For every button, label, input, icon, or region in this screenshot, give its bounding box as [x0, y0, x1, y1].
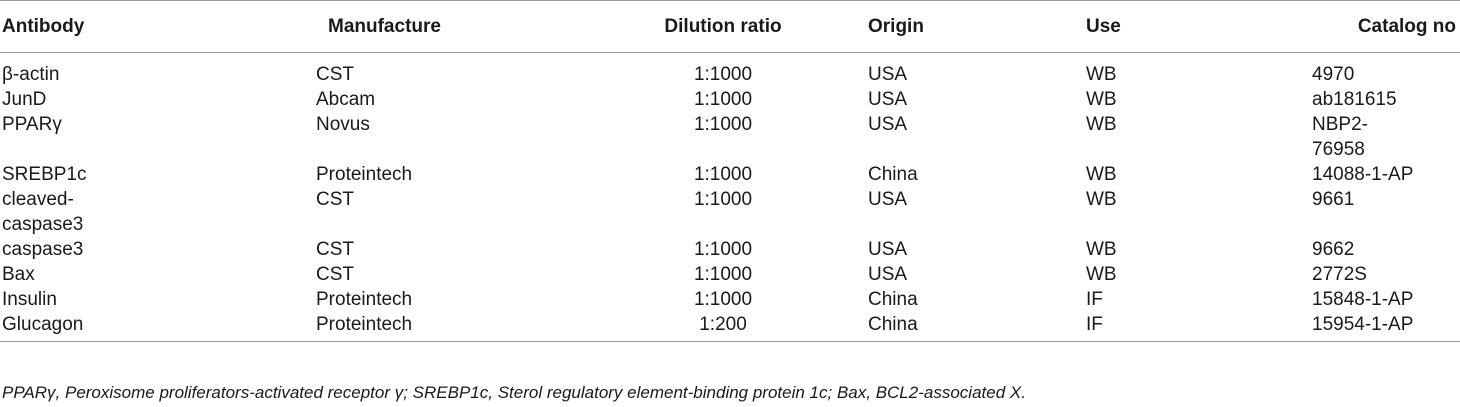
cell-manufacture: CST: [316, 64, 354, 85]
cell-dilution-ratio: 1:1000: [693, 164, 753, 185]
antibody-table: Antibody Manufacture Dilution ratio Orig…: [0, 0, 1460, 342]
cell-origin: USA: [868, 239, 908, 260]
header-catalog-no: Catalog no: [1310, 0, 1460, 53]
cell-origin: USA: [868, 189, 908, 210]
cell-use: WB: [1086, 264, 1117, 285]
cell-dilution-ratio: 1:1000: [693, 114, 753, 135]
cell-use: IF: [1086, 312, 1310, 342]
table-row: cleaved-caspase3 CST 1:1000 USA WB 9661: [0, 187, 1460, 237]
header-antibody: Antibody: [0, 0, 310, 53]
cell-dilution-ratio: 1:1000: [693, 289, 753, 310]
table-row: Insulin Proteintech 1:1000 China IF 15848-1-A…: [0, 287, 1460, 312]
cell-antibody: caspase3: [2, 239, 84, 260]
cell-dilution-ratio: 1:1000: [693, 264, 753, 285]
cell-manufacture: Proteintech: [316, 289, 413, 310]
table-row: Bax CST 1:1000 USA WB 2772S: [0, 262, 1460, 287]
table-footnote: PPARγ, Peroxisome proliferators-activate…: [2, 383, 1026, 402]
header-dilution-ratio: Dilution ratio: [578, 0, 868, 53]
cell-origin: USA: [868, 114, 908, 135]
antibody-table-container: Antibody Manufacture Dilution ratio Orig…: [0, 0, 1460, 342]
cell-catalog-no: 15848-1-AP: [1312, 289, 1414, 310]
cell-antibody: JunD: [2, 89, 47, 110]
cell-origin: China: [868, 312, 1086, 342]
cell-catalog-no: NBP2- 76958: [1312, 114, 1368, 160]
cell-catalog-no: ab181615: [1312, 89, 1397, 110]
cell-use: WB: [1086, 164, 1117, 185]
cell-catalog-no: 15954-1-AP: [1310, 312, 1460, 342]
header-manufacture: Manufacture: [310, 0, 578, 53]
cell-use: IF: [1086, 289, 1103, 310]
table-body: β-actin CST 1:1000 USA WB 4970 JunD Abcam 1:1000…: [0, 53, 1460, 342]
cell-antibody: cleaved-caspase3: [2, 189, 84, 235]
cell-use: WB: [1086, 114, 1117, 135]
cell-manufacture: CST: [316, 189, 354, 210]
cell-origin: China: [868, 164, 918, 185]
cell-dilution-ratio: 1:200: [578, 312, 868, 342]
table-row: Glucagon Proteintech 1:200 China IF 15954-1-A…: [0, 312, 1460, 342]
cell-use: WB: [1086, 239, 1117, 260]
cell-catalog-no: 9662: [1312, 239, 1355, 260]
header-use: Use: [1086, 0, 1310, 53]
cell-manufacture: CST: [316, 264, 354, 285]
cell-origin: USA: [868, 64, 908, 85]
cell-catalog-no: 9661: [1312, 189, 1355, 210]
cell-dilution-ratio: 1:1000: [693, 89, 753, 110]
table-row: JunD Abcam 1:1000 USA WB ab181615: [0, 87, 1460, 112]
cell-dilution-ratio: 1:1000: [693, 239, 753, 260]
table-row: β-actin CST 1:1000 USA WB 4970: [0, 53, 1460, 88]
cell-use: WB: [1086, 189, 1117, 210]
cell-use: WB: [1086, 89, 1117, 110]
header-row: Antibody Manufacture Dilution ratio Orig…: [0, 0, 1460, 53]
cell-catalog-no: 2772S: [1312, 264, 1367, 285]
table-row: SREBP1c Proteintech 1:1000 China WB 14088-1-A…: [0, 162, 1460, 187]
cell-antibody: β-actin: [2, 64, 60, 85]
cell-origin: China: [868, 289, 918, 310]
cell-manufacture: Proteintech: [310, 312, 578, 342]
cell-antibody: Insulin: [2, 289, 57, 310]
table-row: PPARγ Novus 1:1000 USA WB NBP2- 76958: [0, 112, 1460, 162]
cell-antibody: Bax: [2, 264, 35, 285]
cell-dilution-ratio: 1:1000: [693, 189, 753, 210]
table-header: Antibody Manufacture Dilution ratio Orig…: [0, 0, 1460, 53]
cell-manufacture: Abcam: [316, 89, 376, 110]
cell-dilution-ratio: 1:1000: [693, 64, 753, 85]
cell-use: WB: [1086, 64, 1117, 85]
cell-manufacture: Novus: [316, 114, 370, 135]
cell-antibody: SREBP1c: [2, 164, 87, 185]
cell-manufacture: CST: [316, 239, 354, 260]
cell-antibody: PPARγ: [2, 114, 62, 135]
cell-antibody: Glucagon: [0, 312, 310, 342]
cell-manufacture: Proteintech: [316, 164, 413, 185]
header-origin: Origin: [868, 0, 1086, 53]
cell-catalog-no: 14088-1-AP: [1312, 164, 1414, 185]
cell-origin: USA: [868, 89, 908, 110]
cell-catalog-no: 4970: [1312, 64, 1355, 85]
table-row: caspase3 CST 1:1000 USA WB 9662: [0, 237, 1460, 262]
cell-origin: USA: [868, 264, 908, 285]
